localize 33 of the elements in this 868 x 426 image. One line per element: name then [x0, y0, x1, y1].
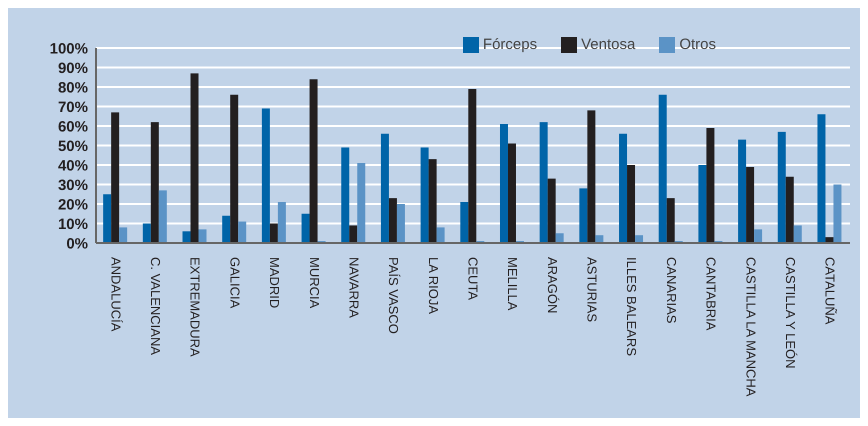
y-tick-label: 70%	[58, 98, 88, 116]
y-tick-label: 80%	[58, 79, 88, 96]
x-tick-label: ASTURIAS	[584, 257, 600, 322]
y-tick-label: 40%	[58, 157, 88, 174]
x-tick-label: PAÍS VASCO	[386, 257, 402, 334]
x-tick-label: CASTILLA LA MANCHA	[743, 257, 758, 397]
legend-label: Otros	[679, 36, 716, 53]
y-tick-label: 60%	[58, 118, 88, 136]
x-tick-label: EXTREMADURA	[188, 257, 203, 358]
y-tick-label: 30%	[58, 176, 88, 194]
x-tick-label: CATALUÑA	[822, 257, 838, 325]
x-tick-label: ANDALUCÍA	[108, 257, 124, 332]
y-tick-label: 10%	[58, 216, 88, 233]
x-tick-label: MELILLA	[505, 257, 520, 311]
y-tick-label: 0%	[66, 235, 88, 252]
y-tick-label: 90%	[58, 60, 88, 77]
x-tick-label: C. VALENCIANA	[148, 257, 164, 356]
x-tick-label: NAVARRA	[346, 257, 362, 318]
y-tick-label: 20%	[58, 196, 88, 214]
y-tick-label: 100%	[50, 40, 88, 58]
x-tick-label: LA RIOJA	[426, 257, 441, 314]
x-tick-label: CEUTA	[466, 257, 480, 300]
x-tick-label: ARAGÓN	[544, 257, 560, 314]
x-tick-label: ILLES BALEARS	[624, 257, 640, 356]
x-tick-label: CANARIAS	[664, 257, 679, 324]
x-tick-label: CASTILLA Y LEÓN	[782, 257, 798, 369]
legend-label: Ventosa	[581, 36, 636, 53]
y-tick-label: 50%	[58, 138, 88, 155]
x-tick-label: MURCIA	[306, 257, 322, 309]
legend-label: Fórceps	[482, 36, 538, 53]
x-tick-label: GALICIA	[227, 257, 242, 309]
x-tick-label: MADRID	[267, 257, 282, 308]
x-tick-label: CANTABRIA	[704, 257, 719, 331]
